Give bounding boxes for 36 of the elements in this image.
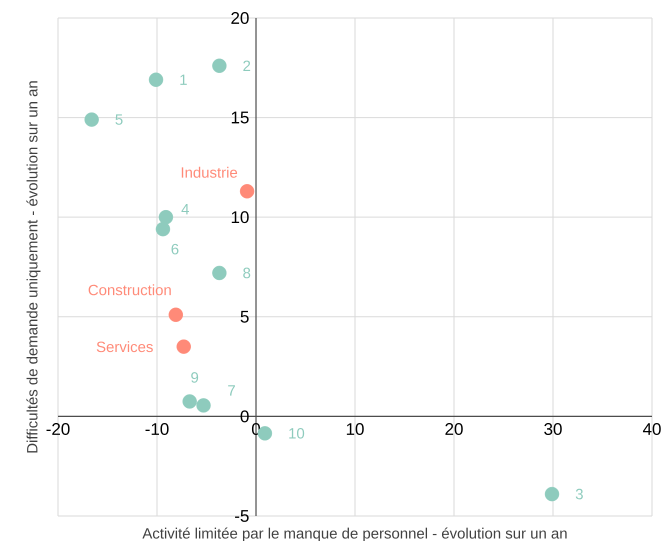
y-tick-label: 15 [232, 112, 249, 124]
series-label: 2 [243, 60, 250, 72]
series-label: 8 [243, 268, 250, 278]
point [176, 339, 191, 354]
point [196, 398, 211, 413]
x-tick-label: 20 [445, 423, 463, 436]
point [84, 112, 99, 127]
point [212, 266, 227, 280]
series-label: 6 [172, 244, 178, 254]
y-axis-title: Difficultés de demande uniquement - évolution sur un an [26, 81, 40, 453]
series-label: Construction [88, 284, 171, 296]
x-tick-label: 30 [544, 423, 562, 436]
x-tick-label: -20 [46, 423, 70, 436]
point [148, 72, 164, 87]
series-label: Industrie [182, 166, 238, 178]
x-tick-label: -10 [146, 423, 169, 436]
point [168, 308, 184, 322]
x-tick-label: 10 [346, 423, 364, 436]
y-tick-label: 20 [231, 12, 249, 24]
series-label: 4 [181, 204, 189, 214]
series-label: Services [96, 341, 153, 352]
point [544, 486, 560, 502]
point [156, 222, 170, 236]
x-tick-label: 40 [642, 423, 661, 436]
point [240, 184, 254, 198]
series-label: 3 [576, 488, 583, 500]
point [158, 210, 174, 224]
point [182, 394, 197, 409]
series-label: 1 [180, 74, 187, 85]
series-label: 9 [191, 372, 198, 383]
y-tick-label: -5 [235, 510, 249, 522]
y-tick-label: 5 [240, 310, 249, 323]
y-tick-label: 10 [232, 211, 249, 224]
series-label: 7 [228, 385, 235, 396]
series-label: 5 [115, 114, 123, 125]
point [212, 58, 227, 73]
